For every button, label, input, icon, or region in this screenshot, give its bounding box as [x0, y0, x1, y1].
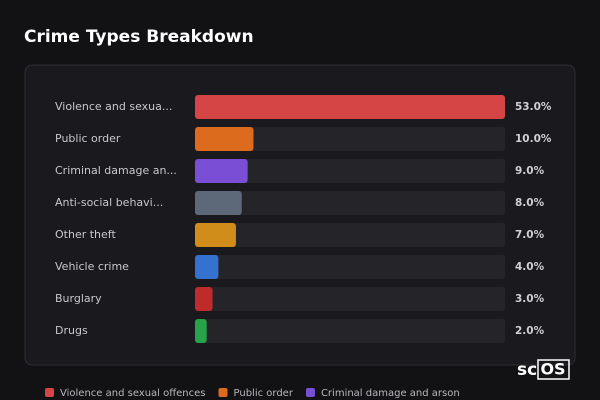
value-label: 10.0%	[515, 133, 552, 145]
category-label: Criminal damage an...	[55, 164, 177, 177]
legend-swatch	[218, 388, 228, 397]
legend-swatch	[45, 388, 54, 397]
legend-label: Criminal damage and arson	[321, 388, 460, 399]
bar-track	[195, 191, 505, 215]
bar	[195, 159, 248, 183]
bar-track	[195, 319, 505, 343]
bar-track	[195, 255, 505, 279]
bar	[195, 191, 242, 215]
bar	[195, 255, 219, 279]
bar-track	[195, 159, 505, 183]
chart-title: Crime Types Breakdown	[24, 27, 254, 47]
category-label: Drugs	[55, 324, 88, 337]
value-label: 3.0%	[515, 293, 545, 305]
category-label: Burglary	[55, 292, 102, 305]
bar-track	[195, 287, 505, 311]
watermark-left: sc	[517, 360, 537, 380]
value-label: 8.0%	[515, 197, 545, 209]
legend-swatch	[305, 388, 315, 397]
watermark-box	[537, 359, 570, 380]
watermark-right: OS	[540, 360, 565, 379]
category-label: Vehicle crime	[55, 260, 129, 273]
value-label: 4.0%	[515, 261, 545, 273]
value-label: 53.0%	[515, 101, 552, 113]
bar	[195, 287, 213, 311]
legend-label: Violence and sexual offences	[60, 388, 206, 399]
bar-track	[195, 127, 505, 151]
category-label: Anti-social behavi...	[55, 196, 163, 209]
bar	[195, 127, 254, 151]
value-label: 2.0%	[515, 325, 545, 337]
bar-track	[195, 223, 505, 247]
value-label: 7.0%	[515, 229, 545, 241]
bar	[195, 95, 505, 119]
bar	[195, 319, 207, 343]
bar	[195, 223, 236, 247]
category-label: Other theft	[55, 228, 116, 241]
category-label: Violence and sexua...	[55, 100, 172, 113]
value-label: 9.0%	[515, 165, 545, 177]
legend-label: Public order	[234, 388, 294, 399]
category-label: Public order	[55, 132, 121, 145]
